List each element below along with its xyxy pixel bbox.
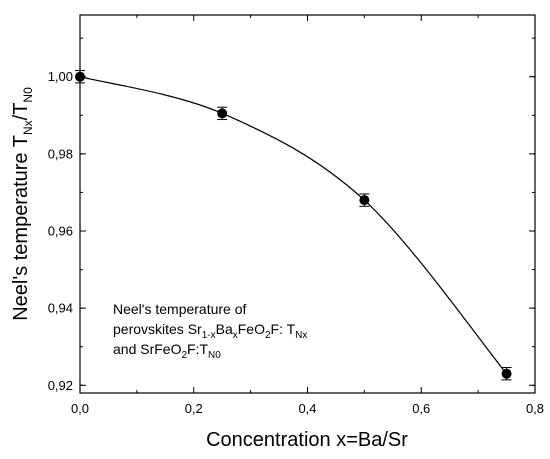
y-axis-title-main: Neel's temperature T (10, 135, 32, 321)
data-point (75, 71, 85, 82)
y-axis-title: Neel's temperature TNx/TN0 (10, 87, 35, 321)
data-point (217, 108, 228, 119)
y-axis-title-sub2: N0 (21, 87, 35, 103)
y-tick-label: 0,96 (48, 224, 73, 239)
x-axis-title: Concentration x=Ba/Sr (206, 429, 408, 451)
annotation-line-2: perovskites Sr1-xBaxFeO2F: TNx (113, 321, 307, 341)
fit-curve (79, 76, 508, 375)
x-axis-ticks: 0,0 0,2 0,4 0,6 0,8 (71, 15, 544, 416)
y-tick-label: 1,00 (48, 69, 73, 84)
data-point (359, 195, 370, 206)
x-tick-label: 0,6 (412, 401, 430, 416)
y-tick-label: 0,98 (48, 146, 73, 161)
x-tick-label: 0,0 (71, 401, 89, 416)
plot-area: 0,0 0,2 0,4 0,6 0,8 0,92 0,94 0,96 0,98 1,00 (48, 14, 544, 416)
y-axis-title-sub1: Nx (21, 120, 35, 135)
x-tick-label: 0,2 (185, 401, 203, 416)
y-axis-ticks: 0,92 0,94 0,96 0,98 1,00 (48, 37, 535, 393)
annotation-line-3: and SrFeO2F:TN0 (113, 341, 221, 361)
y-tick-label: 0,92 (48, 378, 73, 393)
x-tick-label: 0,4 (298, 401, 316, 416)
data-point (501, 368, 512, 379)
x-tick-label: 0,8 (526, 401, 544, 416)
y-axis-title-slash: /T (10, 103, 32, 121)
annotation-line-1: Neel's temperature of (113, 301, 247, 317)
y-tick-label: 0,94 (48, 301, 73, 316)
annotation: Neel's temperature of perovskites Sr1-xB… (113, 301, 307, 361)
data-points (75, 70, 512, 381)
